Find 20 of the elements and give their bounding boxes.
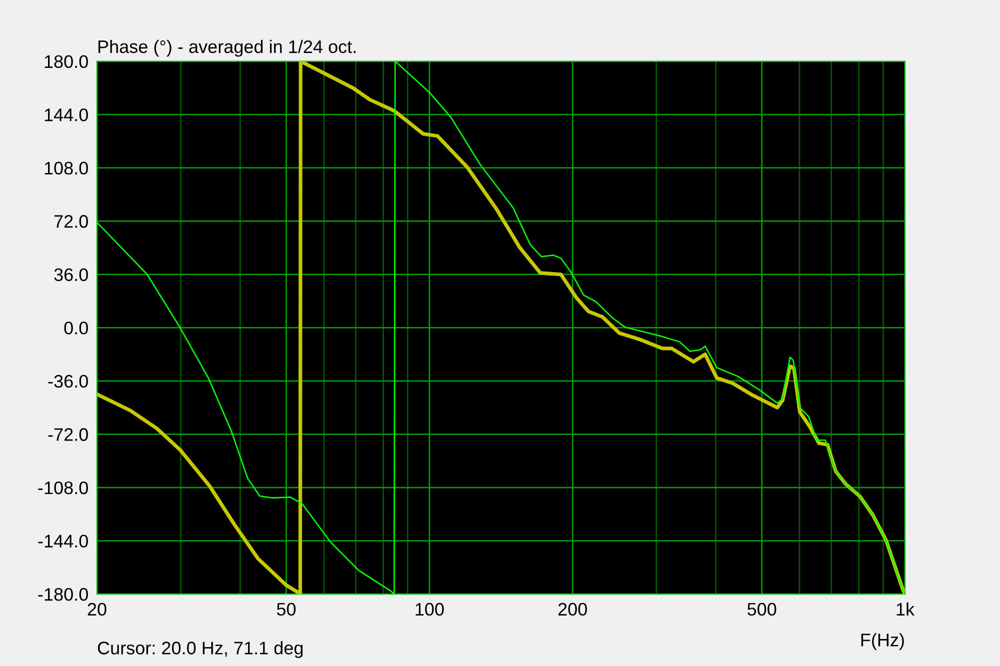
y-tick-label: 72.0: [54, 215, 88, 228]
y-tick-label: -108.0: [38, 481, 88, 494]
x-tick-label: 20: [88, 602, 106, 616]
x-tick-label: 500: [747, 602, 776, 616]
y-tick-label: -180.0: [38, 588, 88, 601]
x-tick-label: 100: [416, 602, 444, 616]
y-tick-label: 36.0: [54, 268, 88, 282]
y-tick-label: 0.0: [64, 322, 88, 334]
x-axis-title: F(Hz): [861, 633, 904, 650]
x-tick-label: 1k: [896, 602, 915, 616]
text: Cursor: 20.0 Hz, 71.1 deg: [98, 641, 303, 658]
y-tick-label: 144.0: [44, 108, 88, 122]
y-tick-label: 108.0: [44, 162, 88, 175]
y-tick-label: 180.0: [44, 55, 88, 68]
y-tick-label: -144.0: [38, 534, 88, 548]
y-tick-label: -72.0: [48, 428, 88, 441]
x-tick-label: 50: [276, 602, 296, 616]
x-tick-label: 200: [558, 602, 587, 616]
chart-title: Phase (°) - averaged in 1/24 oct.: [98, 40, 356, 57]
y-tick-label: -36.0: [48, 374, 88, 388]
